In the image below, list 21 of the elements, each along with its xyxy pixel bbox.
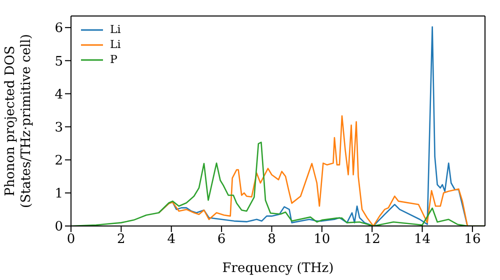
x-tick-label: 12 bbox=[364, 232, 380, 248]
legend-label: P bbox=[110, 52, 118, 67]
y-tick-label: 3 bbox=[54, 120, 63, 136]
x-tick-label: 8 bbox=[268, 232, 276, 248]
y-tick-label: 1 bbox=[54, 186, 63, 202]
x-tick-label: 14 bbox=[414, 232, 431, 248]
x-axis-title: Frequency (THz) bbox=[222, 261, 334, 276]
y-tick-label: 0 bbox=[54, 220, 63, 235]
x-tick-label: 6 bbox=[217, 232, 226, 248]
y-tick-label: 5 bbox=[54, 54, 63, 70]
x-tick-label: 10 bbox=[314, 232, 330, 248]
y-tick-label: 4 bbox=[54, 87, 63, 102]
x-tick-label: 4 bbox=[167, 232, 176, 248]
y-tick-label: 2 bbox=[54, 153, 63, 168]
legend-label: Li bbox=[110, 37, 121, 52]
x-tick-label: 16 bbox=[464, 232, 481, 248]
legend-label: Li bbox=[110, 22, 121, 37]
x-tick-label: 0 bbox=[66, 232, 76, 248]
y-tick-label: 6 bbox=[54, 21, 63, 36]
x-tick-label: 2 bbox=[117, 232, 126, 248]
y-axis-title: Phonon projected DOS (States/THz·primitive cell) bbox=[3, 34, 34, 208]
